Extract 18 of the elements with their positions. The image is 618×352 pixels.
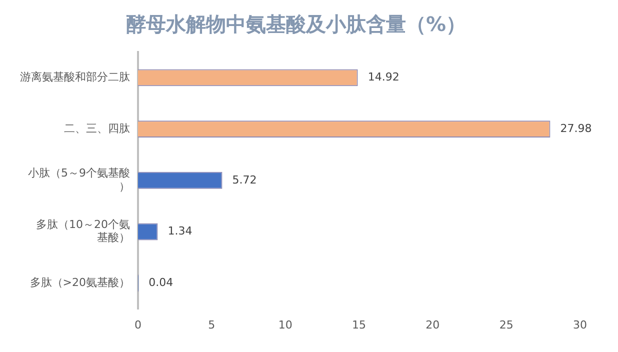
x-tick-label: 10 (278, 318, 292, 332)
x-tick-label: 25 (499, 318, 514, 332)
chart-title: 酵母水解物中氨基酸及小肽含量（%） (126, 12, 466, 36)
data-label: 27.98 (560, 122, 592, 135)
x-tick-label: 30 (573, 318, 587, 332)
y-tick-label: 多肽（>20氨基酸） (30, 276, 130, 289)
x-tick-label: 0 (134, 318, 142, 332)
x-tick-label: 15 (352, 318, 366, 332)
data-label: 1.34 (168, 224, 192, 238)
y-tick-label: 二、三、四肽 (64, 122, 130, 135)
data-label: 5.72 (232, 173, 257, 186)
x-tick-label: 20 (426, 318, 440, 332)
x-tick-label: 5 (208, 318, 216, 332)
data-label: 0.04 (148, 276, 174, 289)
y-tick-label: 游离氨基酸和部分二肽 (20, 70, 130, 84)
data-label: 14.92 (368, 70, 400, 84)
y-tick-label: 小肽（5～9个氨基酸） (28, 166, 130, 193)
y-tick-label: 多肽（10～20个氨基酸） (36, 218, 130, 244)
